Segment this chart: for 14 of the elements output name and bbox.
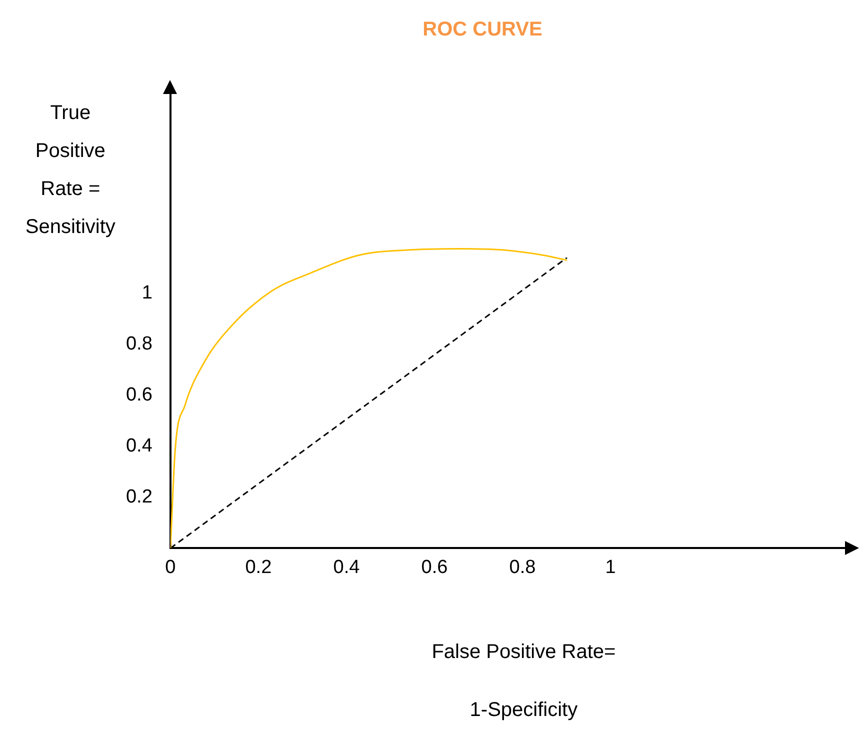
x-tick-label: 0.4 [333,556,360,578]
y-tick-label: 1 [142,282,152,304]
y-tick-label: 0.8 [126,334,152,355]
chart-title: ROC CURVE [422,18,542,41]
y-axis-title: True Positive Rate = Sensitivity [24,101,116,240]
x-tick-label: 0.8 [509,556,536,578]
x-tick-label: 0.2 [245,556,272,578]
y-tick-label: 0.2 [126,486,152,508]
y-tick-label: 0.6 [126,384,152,406]
x-tick-label: 1 [605,556,616,578]
x-tick-label: 0.6 [421,556,448,578]
text: False Positive Rate= 1-Specificity [432,641,616,722]
y-tick-label: 0.4 [126,435,153,456]
x-tick-label: 0 [165,556,176,578]
